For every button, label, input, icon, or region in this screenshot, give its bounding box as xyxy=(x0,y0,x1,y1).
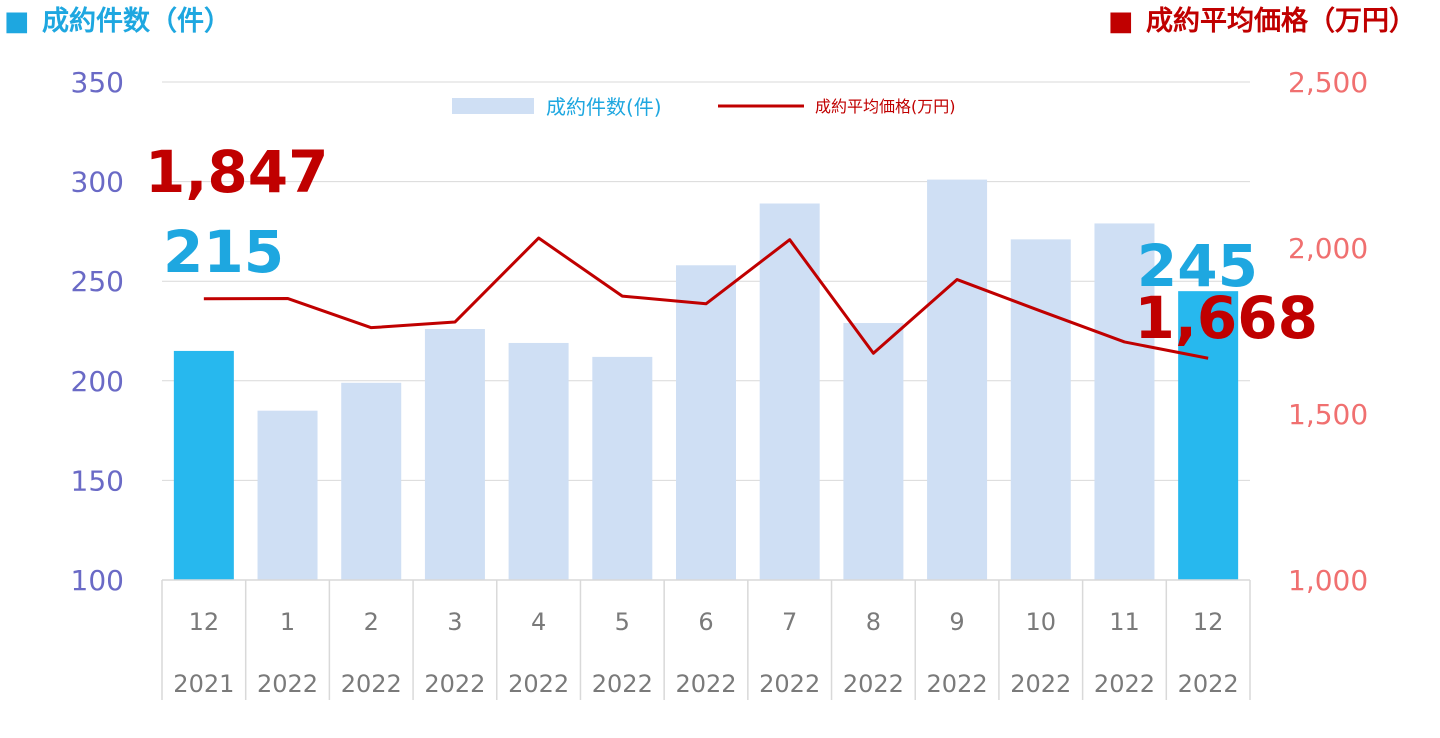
bar xyxy=(1010,239,1071,581)
x-tick-month: 5 xyxy=(615,608,630,636)
bar xyxy=(257,410,318,580)
bar xyxy=(1178,291,1239,580)
x-tick-year: 2022 xyxy=(927,670,988,698)
x-tick-year: 2022 xyxy=(508,670,569,698)
x-tick-year: 2022 xyxy=(592,670,653,698)
x-tick-year: 2022 xyxy=(843,670,904,698)
right-tick-label: 1,000 xyxy=(1288,564,1368,597)
x-tick-month: 12 xyxy=(189,608,220,636)
x-tick-month: 1 xyxy=(280,608,295,636)
x-tick-month: 6 xyxy=(698,608,713,636)
bar xyxy=(1094,223,1155,580)
left-tick-label: 350 xyxy=(71,66,124,99)
bar xyxy=(927,179,988,580)
bar xyxy=(424,329,485,580)
price-line xyxy=(203,236,1209,360)
x-tick-month: 2 xyxy=(364,608,379,636)
count-annotation: 215 xyxy=(163,218,284,286)
x-tick-year: 2022 xyxy=(759,670,820,698)
price-annotation: 1,847 xyxy=(145,138,328,206)
x-tick-year: 2022 xyxy=(675,670,736,698)
x-tick-month: 9 xyxy=(949,608,964,636)
left-tick-label: 250 xyxy=(71,265,124,298)
left-axis: 100 150 200 250 300 350 xyxy=(71,66,124,597)
left-axis-header: 成約件数（件） xyxy=(42,5,231,37)
x-tick-year: 2022 xyxy=(1178,670,1239,698)
left-tick-label: 300 xyxy=(71,166,124,199)
x-tick-year: 2021 xyxy=(173,670,234,698)
left-tick-label: 150 xyxy=(71,464,124,497)
bar-series xyxy=(173,179,1239,581)
right-axis-header: 成約平均価格（万円） xyxy=(1146,5,1416,37)
x-tick-year: 2022 xyxy=(424,670,485,698)
legend-bar-swatch xyxy=(452,98,534,114)
x-tick-year: 2022 xyxy=(1094,670,1155,698)
bar xyxy=(341,382,402,580)
x-tick-month: 3 xyxy=(447,608,462,636)
x-axis: 12 2021 1 2022 2 2022 3 2022 4 2022 5 2022 6 2022 7 202… xyxy=(161,579,1251,700)
x-tick-year: 2022 xyxy=(257,670,318,698)
x-tick-month: 8 xyxy=(866,608,881,636)
left-header-marker: ■ xyxy=(4,6,30,37)
legend: 成約件数(件) 成約平均価格(万円) xyxy=(452,95,956,119)
right-tick-label: 2,500 xyxy=(1288,66,1368,99)
x-tick-month: 7 xyxy=(782,608,797,636)
left-tick-label: 100 xyxy=(71,564,124,597)
line-series xyxy=(203,236,1209,360)
bar xyxy=(759,203,820,580)
bar xyxy=(592,356,653,580)
legend-bar-label: 成約件数(件) xyxy=(546,95,662,119)
x-tick-month: 11 xyxy=(1109,608,1140,636)
x-tick-month: 4 xyxy=(531,608,546,636)
left-tick-label: 200 xyxy=(71,365,124,398)
x-tick-month: 10 xyxy=(1025,608,1056,636)
x-tick-month: 12 xyxy=(1193,608,1224,636)
bar xyxy=(843,323,904,580)
legend-line-label: 成約平均価格(万円) xyxy=(815,97,956,116)
bar xyxy=(508,342,569,580)
x-tick-year: 2022 xyxy=(341,670,402,698)
count-annotation: 245 xyxy=(1137,232,1258,300)
right-header-marker: ■ xyxy=(1108,6,1134,37)
right-axis: 1,000 1,500 2,000 2,500 xyxy=(1288,66,1368,597)
x-tick-year: 2022 xyxy=(1010,670,1071,698)
bar xyxy=(173,350,234,580)
right-tick-label: 1,500 xyxy=(1288,398,1368,431)
bar xyxy=(676,265,736,580)
right-tick-label: 2,000 xyxy=(1288,232,1368,265)
price-annotation: 1,668 xyxy=(1135,284,1318,352)
